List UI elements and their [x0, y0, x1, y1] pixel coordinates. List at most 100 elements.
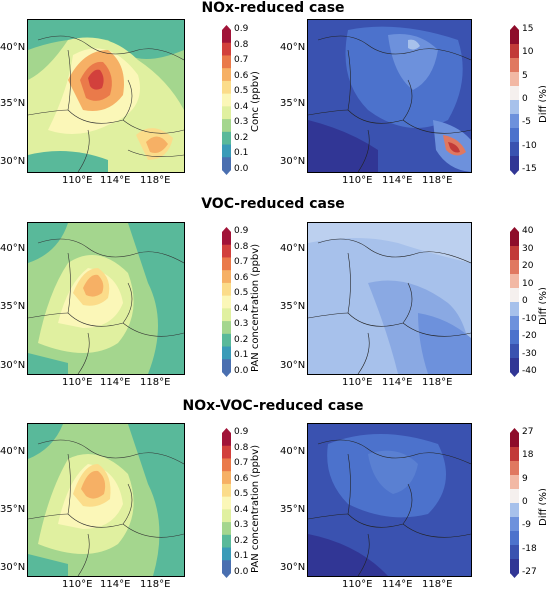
colorbar-tick-label: 0.9 [234, 226, 249, 236]
colorbar-segment [222, 232, 231, 246]
colorbar-tick-label: -27 [522, 567, 537, 577]
colorbar-tick-label: 0.5 [234, 86, 249, 97]
colorbar-segment [510, 72, 519, 87]
difference-colorbar [510, 227, 519, 377]
colorbar-segment [222, 445, 231, 459]
colorbar-segment [510, 358, 519, 373]
colorbar-segment [510, 114, 519, 129]
colorbar-tick-label: -30 [522, 348, 537, 359]
colorbar-segment [510, 489, 519, 504]
colorbar-segment [222, 93, 231, 107]
lat-tick: 30°N [0, 360, 26, 371]
lat-tick: 35°N [0, 98, 26, 109]
lon-tick: 110°E [342, 579, 373, 590]
colorbar-segment [222, 547, 231, 561]
lat-tick: 30°N [280, 360, 306, 371]
lat-tick: 35°N [0, 504, 26, 515]
lat-tick: 40°N [280, 446, 306, 457]
colorbar-tick-label: 0.7 [234, 55, 249, 66]
colorbar-tick-label: 0.3 [234, 319, 249, 330]
colorbar-tick-label: 0.9 [234, 427, 249, 437]
colorbar-tick-label: 0.9 [234, 24, 249, 34]
colorbar-segment [510, 232, 519, 247]
lon-tick: 114°E [382, 175, 413, 186]
lon-tick: 118°E [422, 377, 453, 388]
lat-tick: 35°N [0, 301, 26, 312]
colorbar-tick-label: 0.2 [234, 334, 249, 345]
concentration-colorbar [222, 227, 231, 377]
colorbar-tick-label: 0.6 [234, 272, 249, 283]
colorbar-extend-min [222, 170, 231, 175]
colorbar-segment [222, 534, 231, 549]
lon-tick: 118°E [140, 579, 171, 590]
concentration-colorbar [222, 25, 231, 175]
colorbar-segment [222, 144, 231, 158]
map-nox-concentration [27, 19, 185, 173]
colorbar-segment [222, 42, 231, 56]
colorbar-extend-min [222, 372, 231, 377]
colorbar-extend-max [222, 25, 231, 30]
colorbar-tick-label: 0.8 [234, 442, 249, 453]
colorbar-tick-label: 9 [522, 473, 528, 484]
lat-tick: 30°N [0, 562, 26, 573]
colorbar-title: PAN concentration (ppbv) [250, 243, 261, 372]
colorbar-extend-max [222, 428, 231, 433]
colorbar-segment [510, 545, 519, 560]
lon-tick: 114°E [382, 377, 413, 388]
colorbar-extend-min [222, 573, 231, 578]
colorbar-segment [222, 30, 231, 44]
colorbar-extend-min [510, 372, 519, 377]
colorbar-extend-max [510, 227, 519, 232]
colorbar-tick-label: 0.0 [234, 164, 249, 174]
map-voc-difference [307, 222, 472, 375]
colorbar-segment [222, 333, 231, 348]
lat-tick: 40°N [0, 446, 26, 457]
colorbar-segment [222, 55, 231, 69]
colorbar-segment [510, 288, 519, 303]
colorbar-tick-label: 20 [522, 261, 534, 271]
colorbar-tick-label: -10 [522, 140, 537, 151]
colorbar-segment [510, 86, 519, 101]
colorbar-tick-label: 0.1 [234, 350, 249, 361]
lon-tick: 114°E [100, 377, 131, 388]
colorbar-tick-label: -40 [522, 366, 537, 376]
colorbar-segment [222, 157, 231, 171]
colorbar-segment [510, 246, 519, 261]
colorbar-title: Diff (%) [538, 488, 546, 527]
colorbar-tick-label: -5 [522, 117, 531, 128]
colorbar-tick-label: 0.3 [234, 520, 249, 531]
row-title-nox: NOx-reduced case [201, 0, 345, 16]
colorbar-tick-label: 0 [522, 296, 528, 306]
lon-tick: 110°E [62, 377, 93, 388]
colorbar-tick-label: 0.3 [234, 117, 249, 128]
lat-tick: 35°N [280, 301, 306, 312]
colorbar-tick-label: 10 [522, 47, 534, 58]
lon-tick: 110°E [62, 175, 93, 186]
colorbar-tick-label: 30 [522, 243, 534, 254]
colorbar-segment [510, 517, 519, 532]
colorbar-segment [510, 302, 519, 317]
lat-tick: 40°N [280, 243, 306, 254]
colorbar-title: PAN concentration (ppbv) [250, 444, 261, 573]
colorbar-tick-label: 0.0 [234, 567, 249, 577]
map-nox-difference [307, 19, 472, 173]
lat-tick: 40°N [280, 42, 306, 53]
colorbar-tick-label: 0.4 [234, 504, 249, 515]
difference-colorbar [510, 428, 519, 578]
lat-tick: 35°N [280, 504, 306, 515]
colorbar-tick-label: 27 [522, 427, 534, 437]
colorbar-segment [222, 346, 231, 360]
colorbar-tick-label: 0.1 [234, 148, 249, 159]
lat-tick: 30°N [280, 156, 306, 167]
colorbar-segment [222, 483, 231, 498]
colorbar-tick-label: 10 [522, 278, 534, 289]
colorbar-tick-label: 0.5 [234, 489, 249, 500]
colorbar-segment [222, 80, 231, 95]
colorbar-segment [222, 433, 231, 447]
colorbar-segment [222, 458, 231, 472]
colorbar-tick-label: 40 [522, 226, 534, 236]
colorbar-segment [222, 270, 231, 284]
row-title-noxvoc: NOx-VOC-reduced case [182, 398, 364, 414]
colorbar-tick-label: 0 [522, 497, 528, 507]
colorbar-extend-max [222, 227, 231, 232]
